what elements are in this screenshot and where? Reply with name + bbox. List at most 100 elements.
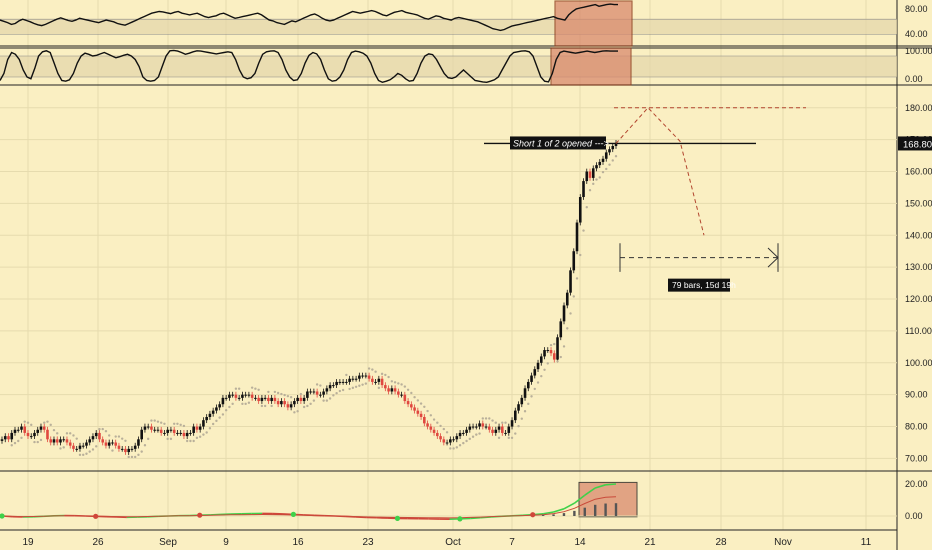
candle-body xyxy=(237,397,241,399)
trailing-stop-dot xyxy=(569,312,572,315)
time-tick-label: 19 xyxy=(22,537,34,548)
trailing-stop-dot xyxy=(49,423,52,427)
candle-body xyxy=(46,429,49,440)
trailing-stop-dot xyxy=(462,441,465,445)
price-axis: 80.0040.00100.000.00180.00170.00160.0015… xyxy=(898,4,932,521)
candle-body xyxy=(267,397,270,402)
macd-line-segment xyxy=(594,484,606,489)
trailing-stop-dot xyxy=(108,434,111,437)
candle-body xyxy=(159,429,163,433)
trailing-stop-dot xyxy=(224,408,228,412)
oscillator-panel-1[interactable] xyxy=(0,0,897,47)
candle-body xyxy=(156,429,160,431)
candle-body xyxy=(185,432,189,437)
trailing-stop-dot xyxy=(205,431,208,434)
macd-line-segment xyxy=(563,502,575,510)
candle-body xyxy=(283,401,286,405)
candle-body xyxy=(176,432,179,434)
trailing-stop-dot xyxy=(572,295,575,298)
trailing-stop-dot xyxy=(17,439,20,443)
candle-body xyxy=(504,432,507,434)
trailing-stop-dot xyxy=(244,402,247,406)
candle-body xyxy=(416,410,420,414)
cross-marker xyxy=(530,512,536,518)
candle-body xyxy=(107,442,111,446)
candle-body xyxy=(211,410,215,414)
trailing-stop-dot xyxy=(419,402,423,405)
candle-body xyxy=(23,426,27,433)
candle-body xyxy=(517,404,520,411)
price-tick-label: 100.00 xyxy=(905,358,932,368)
cross-marker xyxy=(0,513,5,519)
candle-body xyxy=(465,429,468,433)
trailing-stop-dot xyxy=(494,421,497,424)
price-tick-label: 90.00 xyxy=(905,390,928,400)
trailing-stop-dot xyxy=(43,421,46,424)
candle-body xyxy=(78,445,82,449)
trade-label-background xyxy=(510,136,606,150)
trailing-stop-dot xyxy=(614,155,618,158)
trailing-stop-dot xyxy=(88,450,91,453)
candle-body xyxy=(488,426,491,430)
trailing-stop-dot xyxy=(169,437,173,441)
time-axis: 19 26 Sep 9 16 23 Oct 7 14 21 28 Nov 11 xyxy=(22,537,871,548)
trailing-stop-dot xyxy=(452,447,455,450)
candle-body xyxy=(575,222,579,252)
candle-body xyxy=(55,439,59,443)
candle-body xyxy=(322,391,325,395)
macd-line-segment xyxy=(553,508,565,513)
trailing-stop-dot xyxy=(111,449,114,452)
trailing-stop-dot xyxy=(143,444,147,447)
trailing-stop-dot xyxy=(540,374,543,378)
trailing-stop-dot xyxy=(319,384,322,387)
candle-body xyxy=(59,439,62,443)
histogram-bar xyxy=(562,513,566,516)
histogram-bar xyxy=(614,503,618,516)
trailing-stop-dot xyxy=(302,405,306,409)
candle-body xyxy=(562,305,566,322)
trailing-stop-dot xyxy=(491,419,494,422)
trailing-stop-dot xyxy=(436,421,439,424)
trailing-stop-dot xyxy=(156,420,160,423)
candle-body xyxy=(140,429,143,440)
trailing-stop-dot xyxy=(442,427,446,431)
projection-path xyxy=(615,107,705,236)
candle-body xyxy=(364,375,368,377)
price-panel[interactable]: Short 1 of 2 opened ---> 79 bars, 15d 19h xyxy=(0,107,806,459)
trailing-stop-dot xyxy=(354,385,358,389)
candle-body xyxy=(539,356,543,363)
trailing-stop-dot xyxy=(72,434,75,437)
trailing-stop-dot xyxy=(130,455,134,459)
axis-tick-label: 100.00 xyxy=(905,46,932,56)
trailing-stop-dot xyxy=(20,436,23,440)
candle-body xyxy=(273,397,277,402)
time-tick-label: 21 xyxy=(644,537,656,548)
trailing-stop-dot xyxy=(400,383,403,386)
candle-body xyxy=(166,429,169,433)
highlight-box xyxy=(554,0,633,47)
candle-body xyxy=(153,429,156,431)
candle-body xyxy=(552,353,556,360)
macd-panel[interactable] xyxy=(0,481,897,522)
trailing-stop-dot xyxy=(504,421,507,424)
trailing-stop-dot xyxy=(159,421,163,424)
trailing-stop-dot xyxy=(137,453,140,457)
candle-body xyxy=(312,391,316,393)
oscillator-panel-2[interactable] xyxy=(0,47,897,86)
macd-line-segment xyxy=(543,511,554,515)
trailing-stop-dot xyxy=(78,453,82,457)
trailing-stop-dot xyxy=(611,159,614,162)
trailing-stop-dot xyxy=(345,373,348,377)
trailing-stop-dot xyxy=(523,410,527,413)
candle-body xyxy=(247,394,251,396)
trailing-stop-dot xyxy=(39,438,43,442)
time-tick-label: 7 xyxy=(509,537,515,548)
candle-body xyxy=(293,401,296,405)
candle-body xyxy=(88,439,92,443)
trailing-stop-dot xyxy=(33,440,36,444)
trade-label: Short 1 of 2 opened ---> xyxy=(513,138,609,148)
trailing-stop-dot xyxy=(562,345,566,348)
candle-body xyxy=(595,165,598,169)
trailing-stop-dot xyxy=(104,430,108,433)
